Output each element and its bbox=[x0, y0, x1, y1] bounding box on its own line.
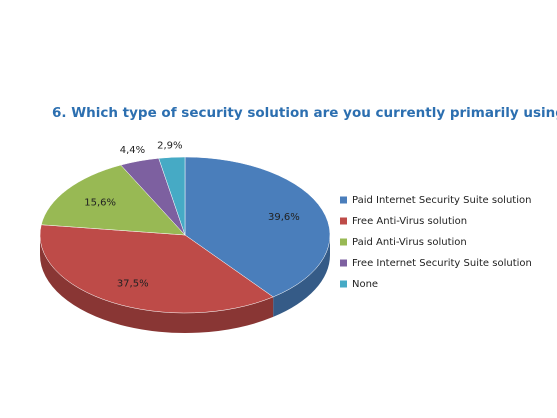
legend-swatch bbox=[340, 238, 347, 246]
legend-label: None bbox=[352, 279, 378, 290]
legend-label: Free Anti-Virus solution bbox=[352, 216, 467, 227]
slice bbox=[40, 164, 186, 236]
slice bbox=[158, 156, 186, 236]
value-label: 2,9% bbox=[157, 141, 182, 152]
chart-title: 6. Which type of security solution are y… bbox=[52, 105, 557, 121]
legend-swatch bbox=[340, 280, 347, 288]
slice-side bbox=[40, 235, 274, 333]
legend-label: Paid Internet Security Suite solution bbox=[352, 195, 531, 206]
legend-swatch bbox=[340, 196, 347, 204]
legend-label: Free Internet Security Suite solution bbox=[352, 258, 532, 269]
value-label: 4,4% bbox=[120, 145, 145, 156]
value-label: 37,5% bbox=[117, 279, 149, 290]
slice-side bbox=[273, 235, 330, 317]
legend-swatch bbox=[340, 259, 347, 267]
legend-label: Paid Anti-Virus solution bbox=[352, 237, 467, 248]
legend-swatch bbox=[340, 217, 347, 225]
slice bbox=[39, 224, 274, 314]
slice bbox=[184, 156, 331, 298]
value-label: 15,6% bbox=[84, 197, 116, 208]
value-label: 39,6% bbox=[268, 212, 300, 223]
